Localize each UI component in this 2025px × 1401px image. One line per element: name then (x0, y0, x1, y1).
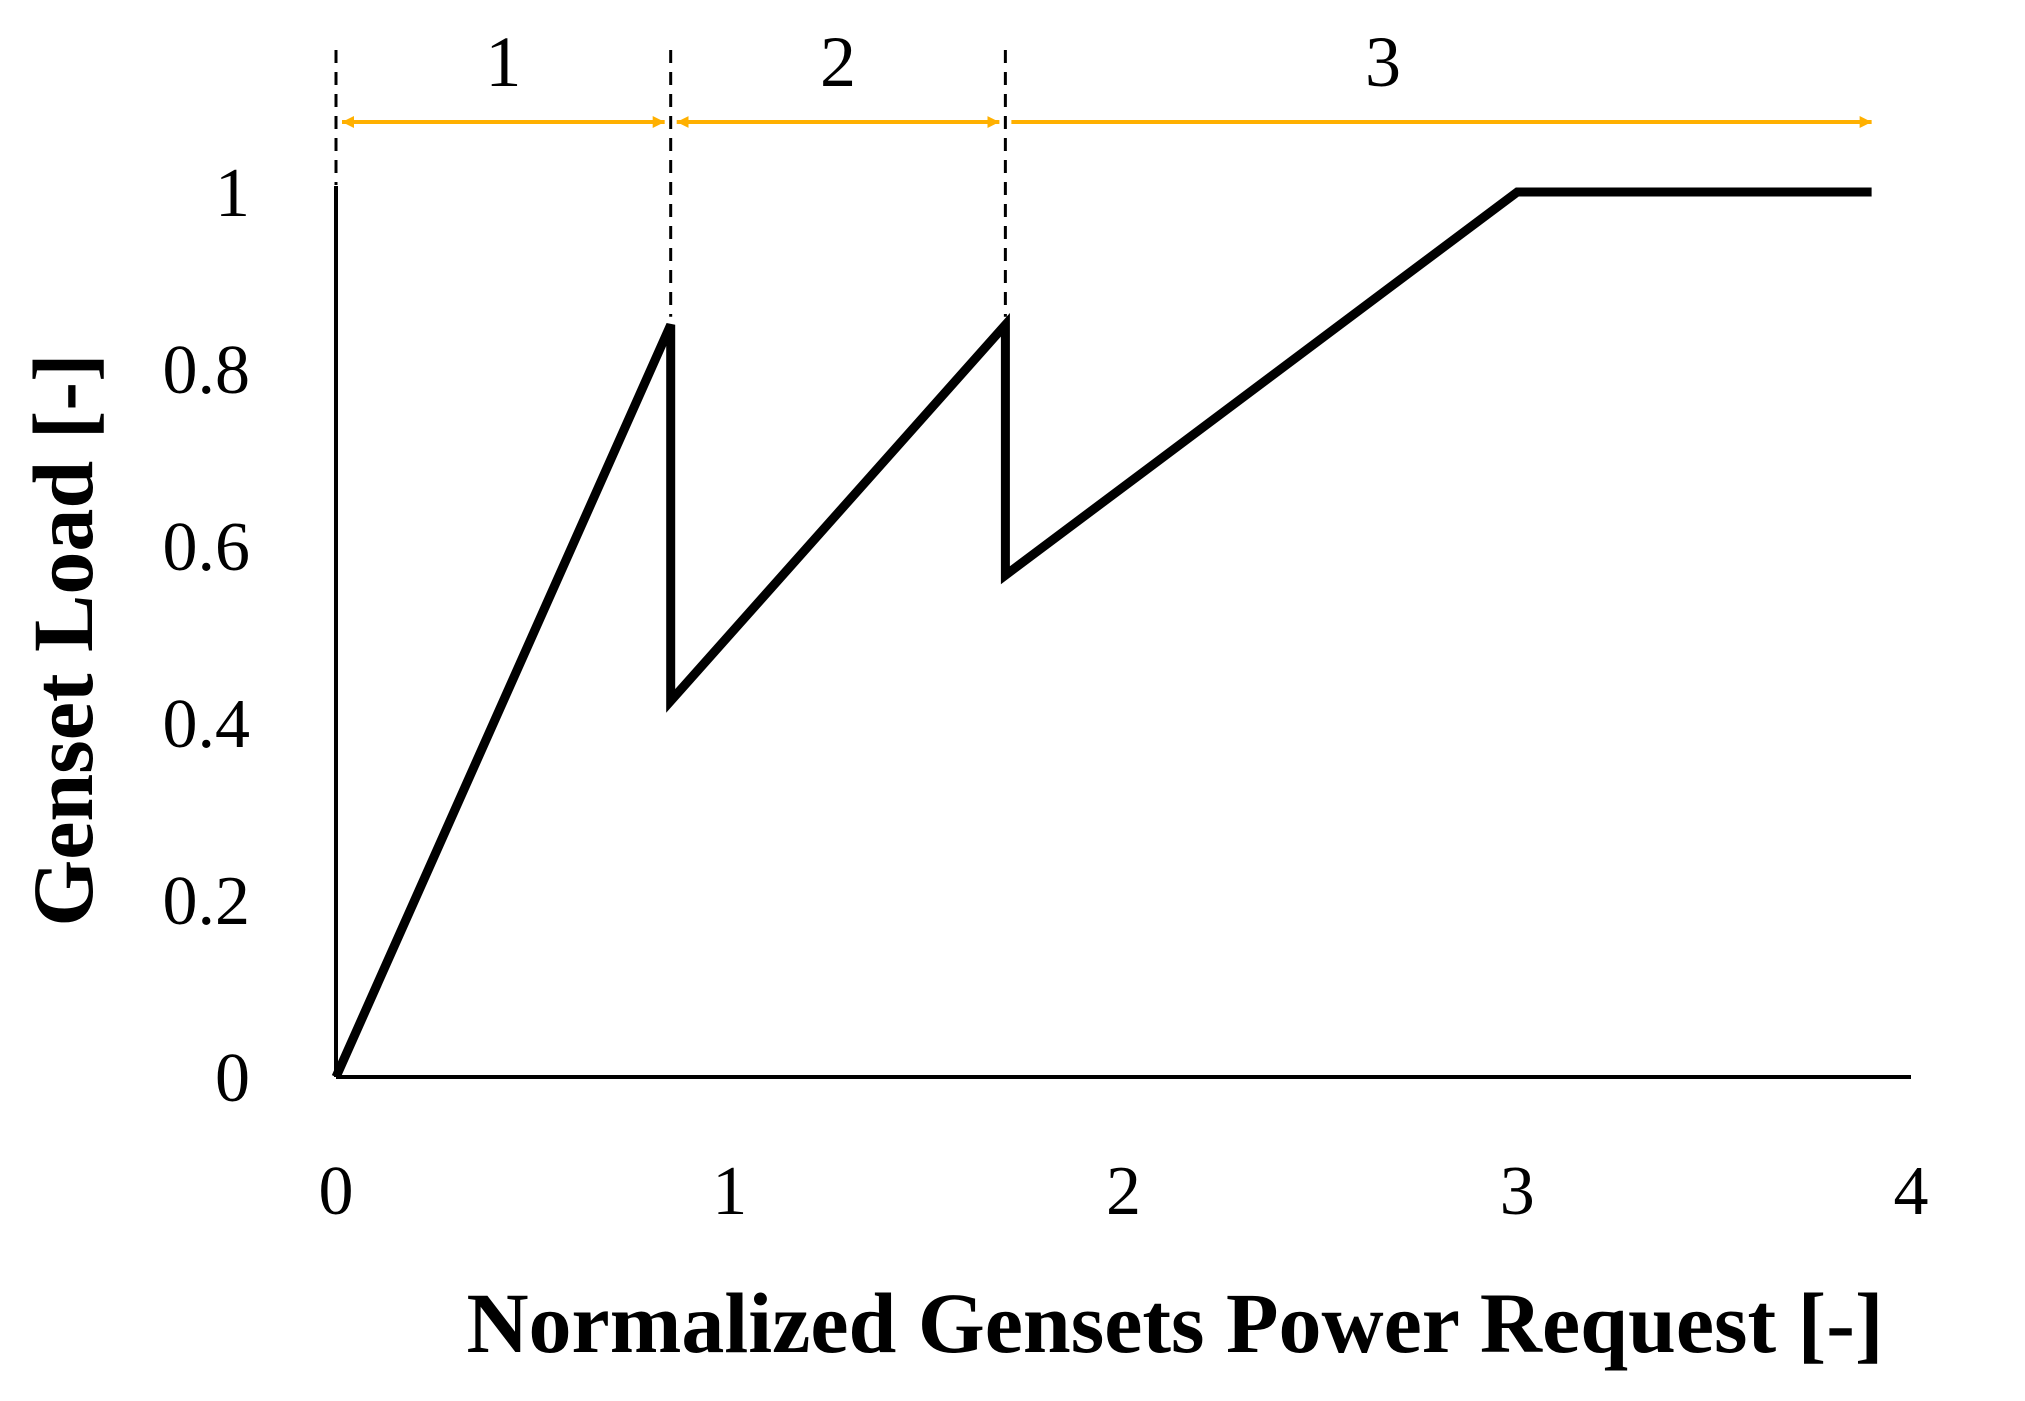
y-tick-label: 0.4 (163, 686, 251, 763)
x-tick-labels: 0 1 2 3 4 (319, 1153, 1929, 1230)
y-tick-label: 0 (215, 1040, 250, 1117)
region-dividers (334, 50, 1007, 317)
y-tick-label: 0.2 (163, 863, 251, 940)
region-label: 1 (485, 22, 521, 102)
region-labels: 1 2 3 (485, 22, 1401, 102)
x-tick-label: 3 (1500, 1153, 1535, 1230)
x-tick-label: 1 (712, 1153, 747, 1230)
y-axis-title: Genset Load [-] (15, 353, 111, 926)
x-tick-label: 4 (1894, 1153, 1929, 1230)
series-line-genset-load (331, 187, 1872, 1079)
region-label: 3 (1365, 22, 1401, 102)
y-tick-label: 0.8 (163, 332, 251, 409)
y-tick-label: 1 (215, 155, 250, 232)
x-tick-label: 2 (1106, 1153, 1141, 1230)
region-label: 2 (820, 22, 856, 102)
y-tick-labels: 0 0.2 0.4 0.6 0.8 1 (163, 155, 251, 1117)
y-tick-label: 0.6 (163, 509, 251, 586)
x-axis-title: Normalized Gensets Power Request [-] (466, 1275, 1883, 1371)
x-tick-label: 0 (319, 1153, 354, 1230)
